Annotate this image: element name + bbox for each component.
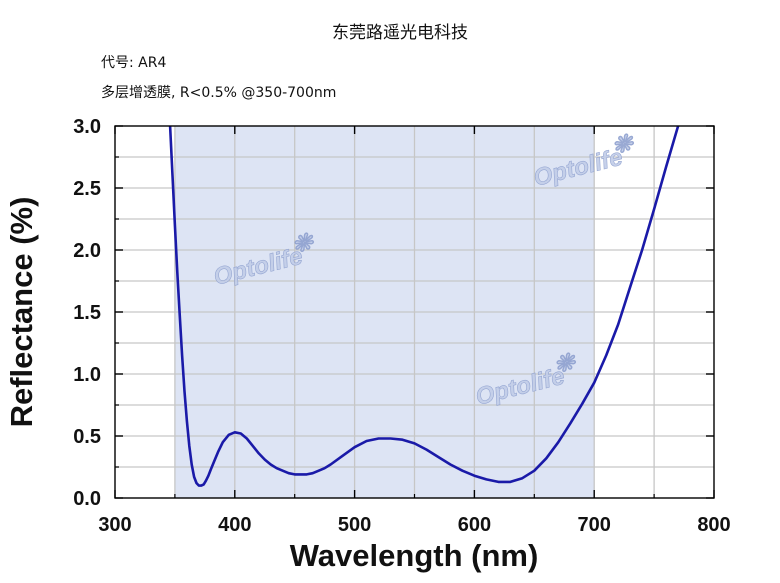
- y-axis-ticks: 0.0 0.5 1.0 1.5 2.0 2.5 3.0: [73, 116, 714, 510]
- watermark-sprout-icon: ❋: [554, 350, 576, 377]
- x-tick-label: 800: [697, 514, 730, 536]
- company-title: 东莞路遥光电科技: [332, 23, 468, 43]
- y-tick-label: 2.5: [73, 178, 101, 200]
- x-axis-label: Wavelength (nm): [290, 538, 539, 573]
- y-axis-label: Reflectance (%): [4, 197, 39, 428]
- curve-layer: [168, 126, 680, 487]
- x-tick-label: 700: [578, 514, 611, 536]
- y-tick-label: 0.0: [73, 488, 101, 510]
- x-tick-label: 300: [98, 514, 131, 536]
- y-tick-label: 1.5: [73, 302, 101, 324]
- y-tick-label: 1.0: [73, 364, 101, 386]
- watermark-sprout-icon: ❋: [612, 131, 634, 158]
- grid-layer: [115, 126, 714, 498]
- product-code: 代号: AR4: [101, 55, 166, 71]
- x-tick-label: 400: [218, 514, 251, 536]
- x-tick-label: 600: [458, 514, 491, 536]
- x-axis-ticks: 300 400 500 600 700 800: [98, 126, 731, 536]
- x-tick-label: 500: [338, 514, 371, 536]
- coating-spec: 多层增透膜, R<0.5% @350-700nm: [101, 84, 336, 101]
- watermark-sprout-icon: ❋: [292, 230, 314, 257]
- y-tick-label: 0.5: [73, 426, 101, 448]
- y-tick-label: 3.0: [73, 116, 101, 138]
- y-tick-label: 2.0: [73, 240, 101, 262]
- reflectance-curve: [168, 126, 680, 487]
